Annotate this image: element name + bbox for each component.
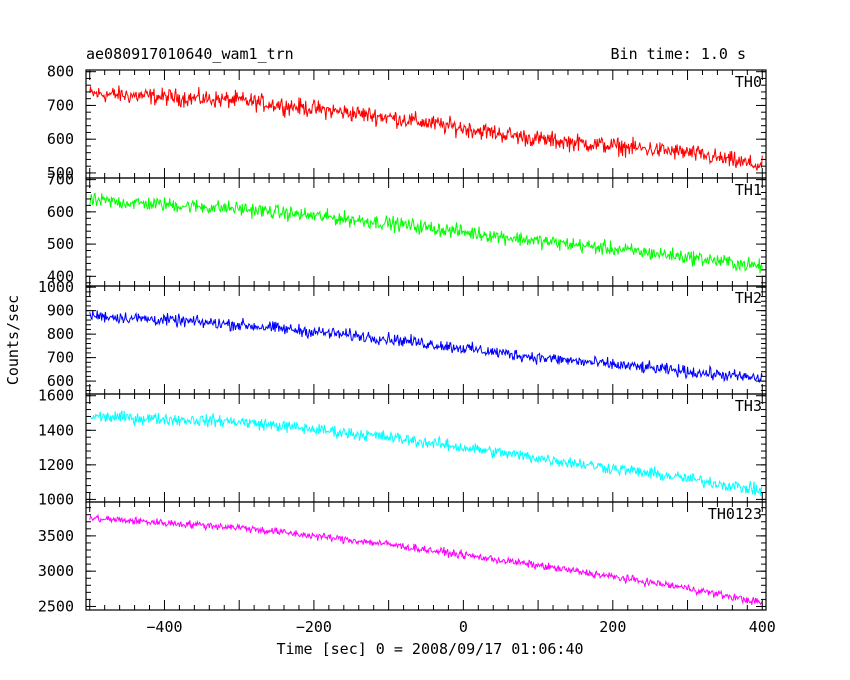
y-tick-label: 600 [47,130,74,148]
y-tick-label: 3500 [38,527,74,545]
x-axis-label: Time [sec] 0 = 2008/09/17 01:06:40 [276,640,583,658]
x-tick-label: 200 [599,618,626,636]
plot-title: ae080917010640_wam1_trn [86,45,294,63]
y-tick-label: 800 [47,325,74,343]
panel-th0123: 2500 3000 3500 TH0123 [38,501,767,615]
series-th0 [89,85,763,171]
series-th3 [89,409,763,496]
panel-frame [85,393,767,503]
panel-th2: 600 700 800 900 1000 TH2 [38,278,767,395]
y-tick-label: 500 [47,235,74,253]
panels-group: 500 600 700 800 TH0 400 500 600 700 TH1 600 700 800 9… [38,63,776,636]
y-tick-label: 600 [47,203,74,221]
series-th2 [89,310,763,383]
y-tick-label: 700 [47,171,74,189]
y-axis-label: Counts/sec [4,295,22,385]
panel-label: TH2 [735,289,762,307]
y-tick-label: 1000 [38,490,74,508]
series-th0123 [89,513,763,606]
y-tick-label: 400 [47,267,74,285]
panel-frame [85,177,767,287]
y-tick-label: 700 [47,349,74,367]
panel-label: TH1 [735,181,762,199]
x-tick-label: 0 [459,618,468,636]
y-tick-label: 500 [47,164,74,182]
y-tick-label: 900 [47,302,74,320]
y-tick-label: 600 [47,372,74,390]
panel-th3: 1000 1200 1400 1600 TH3 [38,387,767,508]
y-tick-label: 1200 [38,456,74,474]
y-tick-label: 800 [47,63,74,81]
x-tick-label: −400 [146,618,182,636]
x-tick-label: 400 [749,618,776,636]
y-tick-label: 1400 [38,421,74,439]
panel-th0: 500 600 700 800 TH0 [47,63,767,182]
panel-label: TH3 [735,397,762,415]
y-tick-label: 1000 [38,278,74,296]
y-tick-label: 1600 [38,387,74,405]
panel-th1: 400 500 600 700 TH1 [47,171,767,287]
panel-label: TH0 [735,73,762,91]
bin-time-label: Bin time: 1.0 s [611,45,746,63]
x-tick-label: −200 [296,618,332,636]
panel-label: TH0123 [708,505,762,523]
y-tick-label: 3000 [38,562,74,580]
y-tick-label: 2500 [38,597,74,615]
series-th1 [89,192,763,274]
panel-frame [85,285,767,395]
y-tick-label: 700 [47,96,74,114]
panel-frame [85,501,767,611]
